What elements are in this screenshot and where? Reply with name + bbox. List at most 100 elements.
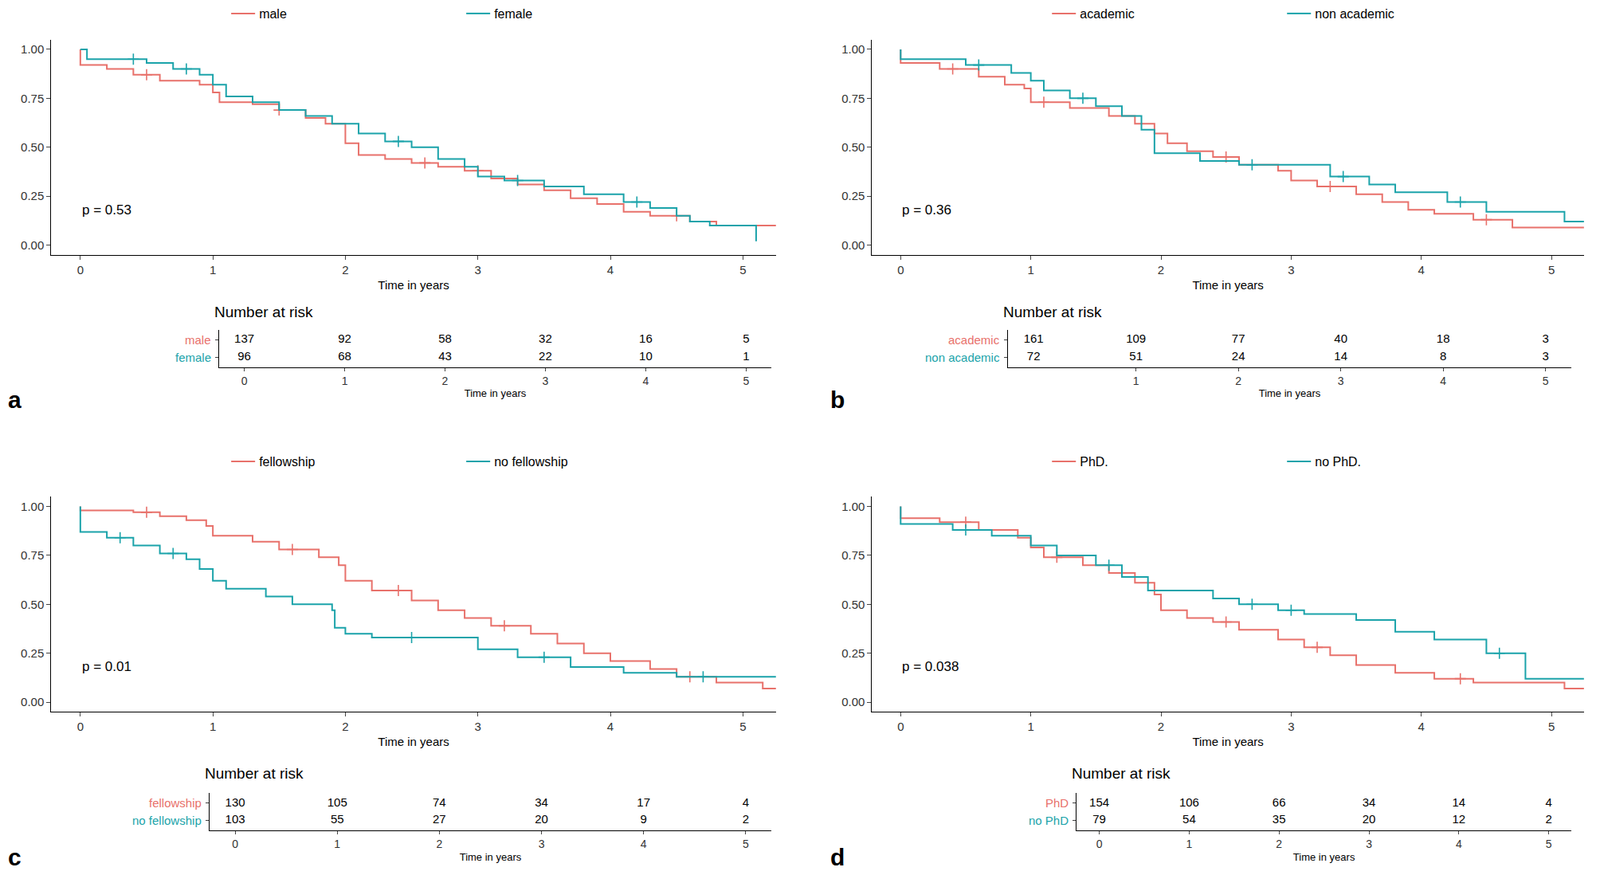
- svg-text:0.75: 0.75: [20, 91, 44, 106]
- svg-text:2: 2: [1275, 837, 1283, 851]
- svg-text:109: 109: [1125, 331, 1146, 346]
- svg-text:0.25: 0.25: [841, 188, 865, 203]
- svg-text:Time in years: Time in years: [464, 387, 527, 400]
- svg-text:p = 0.53: p = 0.53: [82, 202, 132, 218]
- svg-text:0: 0: [77, 262, 84, 277]
- svg-text:0.75: 0.75: [841, 91, 865, 106]
- svg-text:35: 35: [1272, 811, 1287, 826]
- svg-text:non academic: non academic: [1314, 7, 1395, 21]
- svg-text:academic: academic: [1079, 7, 1134, 21]
- svg-text:2: 2: [341, 719, 349, 734]
- svg-text:24: 24: [1231, 349, 1246, 363]
- svg-text:2: 2: [435, 837, 443, 851]
- svg-text:4: 4: [1418, 719, 1425, 734]
- svg-text:66: 66: [1272, 795, 1287, 809]
- svg-text:5: 5: [742, 374, 750, 388]
- svg-text:fellowship: fellowship: [149, 796, 202, 810]
- svg-text:22: 22: [538, 349, 553, 363]
- svg-text:0.00: 0.00: [841, 238, 865, 252]
- svg-text:Number at risk: Number at risk: [214, 303, 314, 321]
- svg-text:1.00: 1.00: [20, 42, 44, 56]
- svg-text:Time in years: Time in years: [1258, 387, 1322, 400]
- svg-text:1.00: 1.00: [841, 499, 865, 514]
- svg-text:Number at risk: Number at risk: [1003, 303, 1102, 321]
- svg-text:4: 4: [640, 837, 648, 851]
- svg-text:8: 8: [1439, 349, 1447, 363]
- svg-text:55: 55: [330, 811, 345, 826]
- svg-text:5: 5: [1548, 719, 1555, 734]
- svg-text:54: 54: [1182, 811, 1197, 826]
- svg-text:3: 3: [538, 837, 546, 851]
- svg-text:16: 16: [639, 331, 653, 346]
- svg-text:1: 1: [1133, 374, 1140, 388]
- svg-text:PhD: PhD: [1045, 796, 1069, 810]
- svg-text:27: 27: [432, 811, 447, 826]
- svg-text:1: 1: [341, 374, 349, 388]
- svg-text:0.00: 0.00: [841, 694, 865, 709]
- svg-text:130: 130: [225, 795, 246, 809]
- svg-text:1: 1: [1027, 262, 1034, 277]
- svg-text:51: 51: [1129, 349, 1143, 363]
- svg-text:Time in years: Time in years: [459, 850, 522, 863]
- svg-text:4: 4: [1455, 837, 1463, 851]
- svg-text:18: 18: [1436, 331, 1451, 346]
- svg-text:2: 2: [742, 811, 750, 826]
- svg-text:0.00: 0.00: [20, 238, 44, 252]
- svg-text:2: 2: [1157, 719, 1165, 734]
- svg-text:154: 154: [1089, 795, 1110, 809]
- svg-text:3: 3: [474, 719, 482, 734]
- svg-text:male: male: [258, 7, 287, 21]
- svg-text:43: 43: [438, 349, 452, 363]
- svg-text:32: 32: [538, 331, 553, 346]
- svg-text:c: c: [7, 843, 22, 871]
- svg-text:5: 5: [1545, 837, 1553, 851]
- svg-text:non academic: non academic: [925, 350, 1000, 365]
- svg-text:p = 0.01: p = 0.01: [82, 658, 132, 675]
- svg-text:20: 20: [1362, 811, 1377, 826]
- svg-text:3: 3: [1542, 349, 1550, 363]
- svg-text:fellowship: fellowship: [258, 454, 315, 469]
- svg-text:4: 4: [1439, 374, 1447, 388]
- svg-text:79: 79: [1092, 811, 1106, 826]
- svg-text:female: female: [494, 7, 533, 21]
- svg-text:9: 9: [639, 811, 647, 826]
- svg-text:2: 2: [442, 374, 449, 388]
- svg-text:72: 72: [1027, 349, 1041, 363]
- svg-text:no PhD: no PhD: [1028, 813, 1069, 828]
- svg-text:0.75: 0.75: [841, 548, 865, 562]
- svg-text:58: 58: [438, 331, 452, 346]
- svg-text:2: 2: [1545, 811, 1552, 826]
- svg-text:0.50: 0.50: [20, 140, 44, 154]
- svg-text:1.00: 1.00: [20, 499, 44, 514]
- svg-text:Time in years: Time in years: [377, 734, 449, 749]
- svg-text:0: 0: [1096, 837, 1103, 851]
- svg-text:0.75: 0.75: [20, 548, 44, 562]
- svg-text:1: 1: [209, 719, 216, 734]
- svg-text:5: 5: [739, 719, 746, 734]
- svg-text:34: 34: [534, 795, 549, 809]
- svg-text:161: 161: [1023, 331, 1044, 346]
- svg-text:68: 68: [337, 349, 352, 363]
- svg-text:Time in years: Time in years: [377, 278, 449, 292]
- svg-text:3: 3: [1287, 262, 1295, 277]
- svg-text:Time in years: Time in years: [1293, 850, 1356, 863]
- svg-text:1: 1: [742, 349, 750, 363]
- svg-text:34: 34: [1362, 795, 1377, 809]
- svg-text:0.25: 0.25: [20, 646, 44, 660]
- svg-text:4: 4: [607, 719, 614, 734]
- svg-text:0.25: 0.25: [841, 646, 865, 660]
- svg-text:3: 3: [1542, 331, 1550, 346]
- svg-text:0.50: 0.50: [841, 140, 865, 154]
- svg-text:3: 3: [1337, 374, 1345, 388]
- svg-text:4: 4: [1545, 795, 1552, 809]
- svg-text:1: 1: [1027, 719, 1034, 734]
- svg-text:academic: academic: [948, 333, 1000, 347]
- svg-text:20: 20: [534, 811, 549, 826]
- svg-text:0.00: 0.00: [20, 694, 44, 709]
- svg-text:Number at risk: Number at risk: [204, 764, 304, 782]
- svg-text:PhD.: PhD.: [1079, 454, 1109, 469]
- svg-text:Number at risk: Number at risk: [1071, 764, 1171, 782]
- svg-text:105: 105: [327, 795, 348, 809]
- svg-text:0: 0: [231, 837, 239, 851]
- svg-text:5: 5: [739, 262, 746, 277]
